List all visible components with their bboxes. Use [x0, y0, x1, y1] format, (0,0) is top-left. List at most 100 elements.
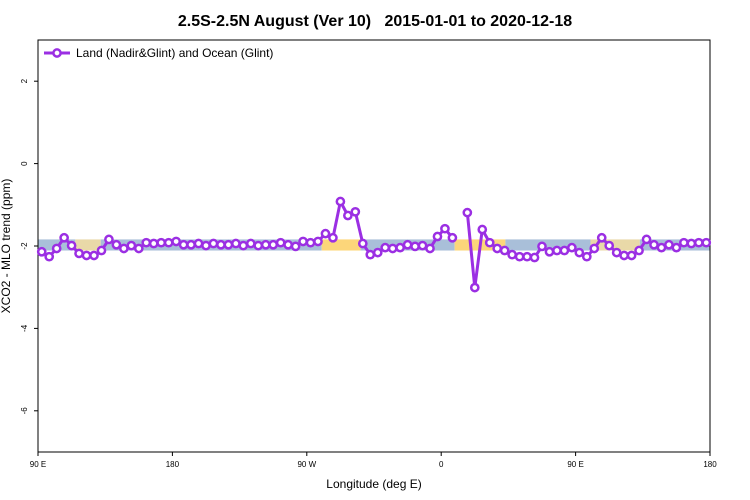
data-point	[589, 243, 600, 254]
x-tick-label: 180	[166, 460, 180, 469]
data-point	[36, 246, 47, 257]
data-point	[171, 236, 181, 247]
data-point	[74, 248, 84, 259]
data-point	[596, 232, 607, 243]
y-axis-label: XCO2 - MLO trend (ppm)	[0, 179, 13, 314]
data-point	[372, 247, 383, 258]
data-point	[447, 232, 458, 243]
shading-band	[75, 239, 101, 251]
data-point	[201, 240, 211, 251]
data-point	[44, 251, 55, 262]
y-tick-label: -6	[20, 407, 29, 415]
data-point	[701, 237, 712, 248]
data-point	[507, 249, 517, 260]
data-point	[664, 239, 674, 250]
data-point	[417, 240, 428, 251]
data-point	[440, 223, 450, 234]
data-point	[357, 238, 368, 249]
data-point	[350, 206, 361, 217]
data-point	[245, 238, 256, 249]
x-tick-label: 0	[439, 460, 444, 469]
data-point	[156, 237, 167, 248]
data-point	[81, 250, 92, 261]
y-tick-label: 0	[20, 161, 29, 166]
shading-band	[505, 239, 591, 251]
data-point	[387, 243, 398, 254]
data-point	[163, 237, 174, 248]
data-point	[89, 250, 99, 261]
data-point	[432, 231, 443, 242]
data-point	[634, 245, 644, 256]
data-point	[380, 242, 391, 253]
data-point	[231, 238, 241, 249]
data-point	[567, 242, 577, 253]
data-point	[649, 239, 659, 250]
data-point	[216, 239, 226, 250]
data-point	[119, 243, 129, 254]
data-point	[626, 250, 637, 261]
data-point	[141, 237, 152, 248]
data-point	[499, 245, 510, 256]
x-axis-label: Longitude (deg E)	[326, 477, 421, 491]
data-point	[395, 242, 405, 253]
data-point	[477, 224, 488, 235]
data-point	[693, 237, 704, 248]
data-point	[223, 239, 234, 250]
data-point	[111, 239, 122, 250]
data-point	[208, 238, 219, 249]
data-point	[238, 240, 249, 251]
data-point	[529, 252, 540, 263]
data-point	[328, 232, 338, 243]
y-tick-label: 2	[20, 78, 29, 83]
data-point	[469, 282, 480, 293]
data-point	[335, 196, 346, 207]
data-point	[522, 251, 532, 262]
data-point	[133, 243, 144, 254]
shading-band	[321, 239, 361, 251]
data-point	[305, 237, 316, 248]
data-point	[604, 240, 615, 251]
data-point	[186, 239, 196, 250]
data-point	[275, 237, 286, 248]
data-point	[574, 247, 585, 258]
data-point	[320, 228, 331, 239]
x-tick-label: 90 W	[297, 460, 316, 469]
shading-band	[590, 239, 640, 251]
chart-title: 2.5S-2.5N August (Ver 10) 2015-01-01 to …	[178, 13, 572, 30]
data-point	[96, 245, 107, 256]
y-tick-label: -2	[20, 242, 29, 250]
data-point	[268, 239, 279, 250]
data-point	[641, 234, 652, 245]
data-point	[514, 251, 525, 262]
data-point	[581, 251, 592, 262]
data-point	[260, 239, 271, 250]
x-tick-label: 180	[703, 460, 717, 469]
data-point	[679, 237, 689, 248]
data-point	[313, 236, 323, 247]
data-point	[671, 242, 682, 253]
data-point	[290, 241, 301, 252]
data-point	[193, 238, 204, 249]
data-point	[402, 239, 413, 250]
data-point	[298, 236, 308, 247]
data-point	[619, 250, 629, 261]
data-point	[686, 238, 697, 249]
data-point	[544, 246, 555, 257]
data-point	[611, 247, 622, 258]
x-tick-label: 90 E	[30, 460, 46, 469]
y-tick-label: -4	[20, 324, 29, 332]
data-point	[559, 245, 570, 256]
legend-marker	[52, 48, 62, 58]
data-point	[410, 241, 420, 252]
data-point	[253, 240, 264, 251]
data-point	[552, 245, 562, 256]
legend-label: Land (Nadir&Glint) and Ocean (Glint)	[76, 46, 273, 60]
data-point	[492, 243, 503, 254]
plot-area: 2 0 -2 -4 -6 90 E 180 90 W 0 90 E 180 Land (Nadir&G…	[20, 39, 717, 469]
data-point	[104, 234, 114, 245]
data-point	[148, 238, 159, 249]
data-point	[537, 241, 547, 252]
data-point	[365, 249, 376, 260]
data-point	[66, 240, 77, 251]
data-point	[178, 239, 189, 250]
